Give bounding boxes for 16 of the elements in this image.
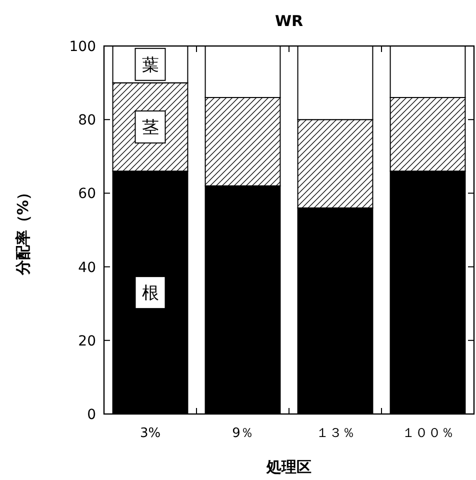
series-label: 葉 <box>142 55 159 76</box>
y-tick-label: 80 <box>78 112 96 129</box>
y-tick-label: 40 <box>78 260 96 276</box>
x-tick-label: １００％ <box>402 426 454 441</box>
series-label: 茎 <box>142 118 159 138</box>
series-label: 根 <box>142 284 159 304</box>
y-tick-label: 0 <box>87 407 96 423</box>
y-tick-label: 20 <box>78 333 96 350</box>
y-axis-title: 分配率（%） <box>14 184 32 276</box>
x-tick-label: 9％ <box>232 426 254 441</box>
y-tick-label: 60 <box>78 186 96 202</box>
x-tick-label: 3% <box>140 426 161 441</box>
chart-title: WR <box>274 12 304 30</box>
x-axis-title: 処理区 <box>266 458 312 476</box>
x-tick-label: １３％ <box>316 426 355 441</box>
y-tick-label: 100 <box>69 39 96 55</box>
